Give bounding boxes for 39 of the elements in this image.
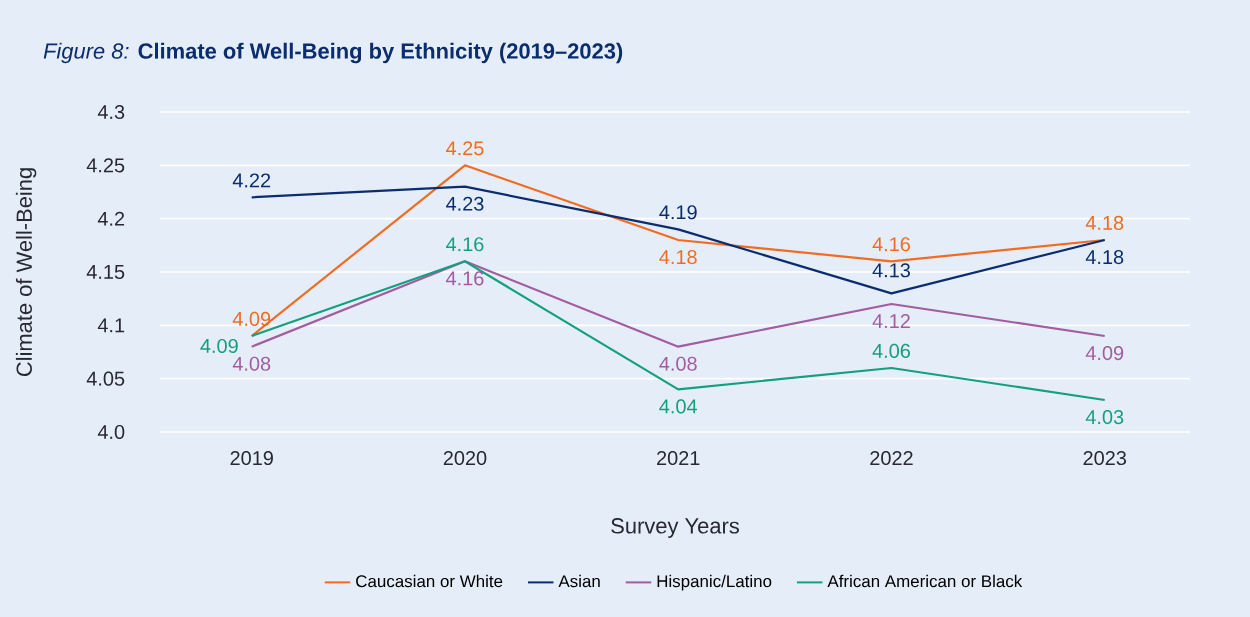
legend-label: African American or Black	[827, 574, 1023, 588]
data-label: 4.18	[1085, 250, 1124, 265]
data-label: 4.09	[200, 338, 238, 354]
data-label: 4.23	[446, 196, 484, 211]
y-tick-label: 4.25	[86, 158, 125, 173]
data-label: 4.16	[446, 271, 484, 286]
data-label: 4.08	[232, 356, 271, 371]
data-label: 4.09	[1085, 346, 1124, 361]
data-label: 4.04	[659, 399, 698, 414]
x-tick-label: 2021	[657, 451, 700, 466]
data-label: 4.12	[872, 314, 910, 328]
y-tick-label: 4.2	[97, 211, 125, 226]
y-tick-label: 4.0	[97, 424, 125, 440]
y-tick-label: 4.05	[86, 371, 125, 386]
y-tick-label: 4.1	[97, 318, 125, 333]
x-tick-label: 2019	[230, 451, 273, 466]
legend-label: Hispanic/Latino	[657, 574, 772, 591]
data-label: 4.13	[872, 263, 910, 278]
data-label: 4.19	[659, 205, 697, 220]
data-label: 4.03	[1085, 410, 1124, 425]
legend-label: Caucasian or White	[356, 574, 503, 588]
data-label: 4.18	[659, 250, 697, 265]
y-tick-label: 4.15	[86, 265, 125, 279]
data-label: 4.16	[872, 237, 910, 252]
x-axis-title: Survey Years	[611, 518, 739, 538]
y-tick-label: 4.3	[97, 104, 125, 120]
data-label: 4.18	[1085, 215, 1124, 230]
x-tick-label: 2020	[443, 451, 487, 466]
data-label: 4.25	[446, 141, 484, 156]
data-label: 4.09	[232, 311, 271, 326]
legend-label: Asian	[558, 574, 600, 588]
x-tick-label: 2023	[1083, 451, 1126, 466]
chart-title: Figure 8: Climate of Well-Being by Ethnicity (2019–2023)	[43, 42, 623, 64]
x-tick-label: 2022	[870, 451, 913, 466]
data-label: 4.06	[872, 343, 910, 358]
y-axis-title: Climate of Well-Being	[15, 168, 37, 377]
data-label: 4.08	[659, 356, 697, 371]
data-label: 4.16	[446, 237, 484, 252]
data-label: 4.22	[232, 173, 271, 188]
